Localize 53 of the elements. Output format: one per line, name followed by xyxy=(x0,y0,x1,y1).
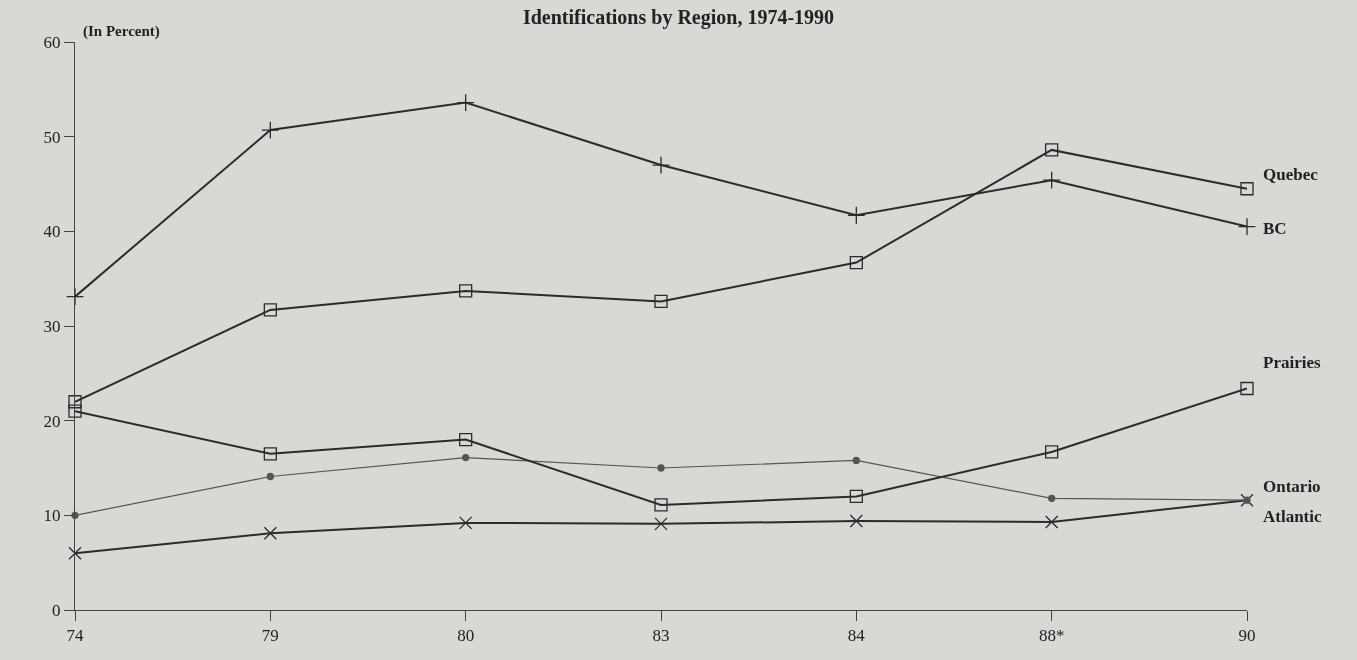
point xyxy=(263,303,277,317)
point xyxy=(849,489,863,504)
y-tick-label: 20 xyxy=(43,411,61,431)
series-label: Quebec xyxy=(1263,165,1319,184)
y-tick-label: 60 xyxy=(43,32,61,52)
point xyxy=(847,206,866,225)
point xyxy=(68,404,82,418)
y-tick-label: 50 xyxy=(43,127,61,147)
point xyxy=(852,456,860,465)
point xyxy=(261,120,280,140)
point xyxy=(654,498,668,512)
point xyxy=(657,464,665,472)
point xyxy=(263,526,277,540)
x-tick-label: 80 xyxy=(457,626,475,646)
point xyxy=(462,453,470,462)
x-tick-label: 74 xyxy=(66,626,84,646)
point xyxy=(456,93,475,112)
x-tick-label: 88* xyxy=(1038,626,1065,646)
point xyxy=(651,156,671,175)
point xyxy=(1042,171,1061,190)
point xyxy=(654,517,668,531)
x-tick-label: 90 xyxy=(1238,626,1256,646)
point xyxy=(1045,143,1059,157)
point xyxy=(849,255,863,270)
point xyxy=(266,472,274,481)
y-tick-label: 40 xyxy=(43,222,61,242)
y-tick-label: 10 xyxy=(43,506,61,526)
y-axis-title: (In Percent) xyxy=(83,23,160,40)
y-tick-label: 30 xyxy=(43,316,61,336)
series-label: Atlantic xyxy=(1263,507,1322,526)
point xyxy=(459,432,473,447)
chart-title: Identifications by Region, 1974-1990 xyxy=(522,5,835,29)
point xyxy=(1045,445,1059,459)
y-tick-label: 0 xyxy=(52,600,61,620)
point xyxy=(1237,217,1257,236)
point xyxy=(1240,381,1254,396)
series-label: BC xyxy=(1263,219,1287,238)
x-tick-label: 79 xyxy=(261,626,279,646)
x-tick-label: 84 xyxy=(847,626,866,646)
point xyxy=(459,516,473,530)
point xyxy=(849,514,863,528)
series-label: Ontario xyxy=(1263,477,1321,496)
point xyxy=(459,284,473,298)
point xyxy=(1240,182,1254,196)
point xyxy=(263,447,277,461)
point xyxy=(68,395,82,409)
series-label: Prairies xyxy=(1263,353,1321,372)
point xyxy=(654,294,668,309)
point xyxy=(65,287,85,306)
point xyxy=(1045,515,1059,529)
x-tick-label: 83 xyxy=(652,626,670,646)
point xyxy=(1048,494,1056,502)
point xyxy=(68,546,82,560)
